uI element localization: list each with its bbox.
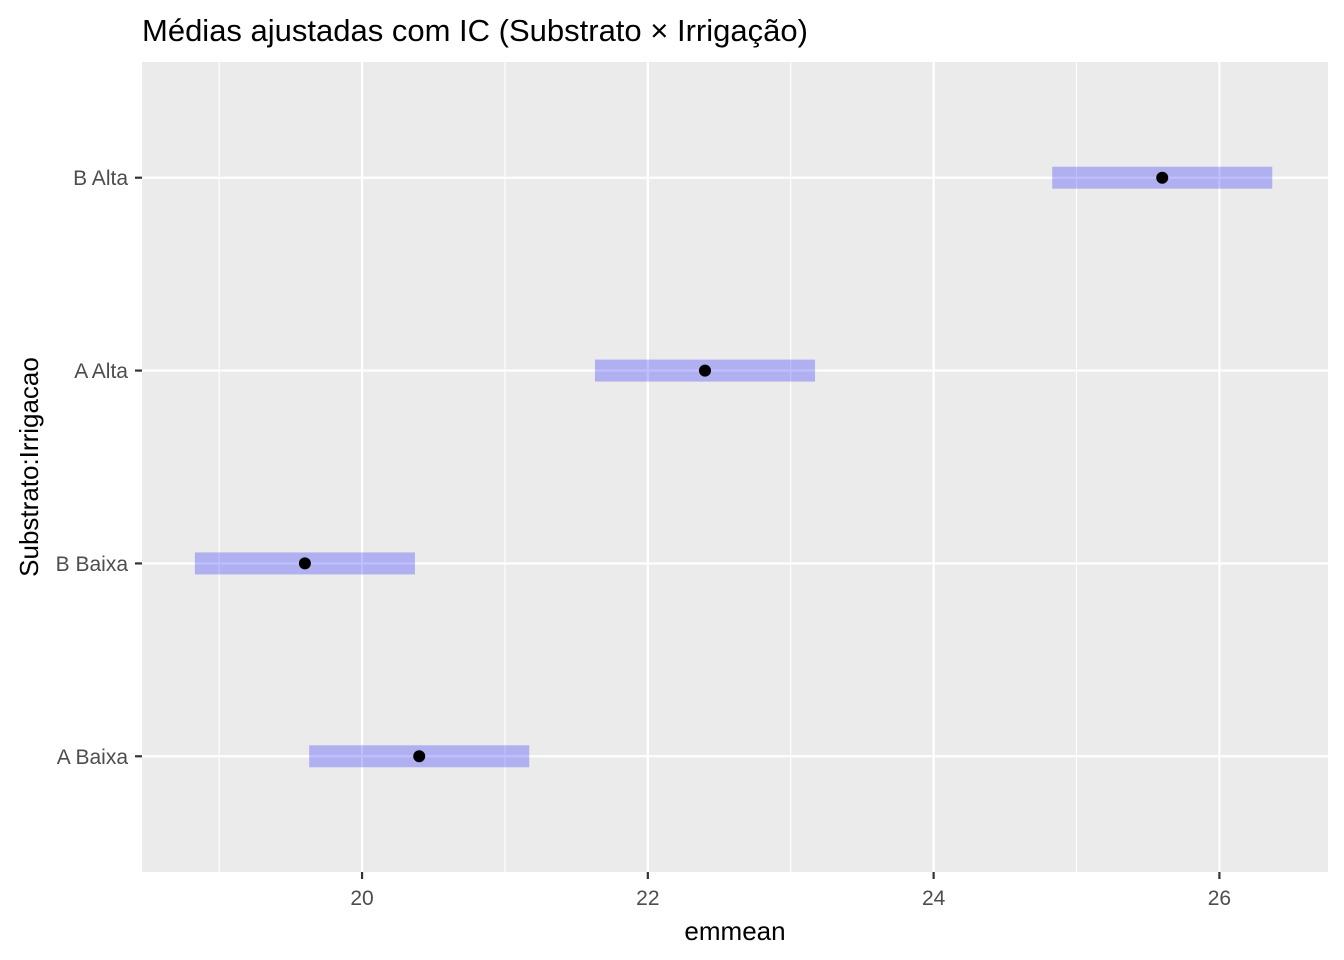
chart-title: Médias ajustadas com IC (Substrato × Irr… — [142, 13, 808, 48]
x-tick-label: 22 — [636, 887, 659, 910]
minor-gridlines — [218, 62, 1078, 872]
emmean-point — [413, 750, 426, 763]
y-tick-label: B Baixa — [56, 553, 129, 576]
emmean-point — [1156, 171, 1169, 184]
y-tick-label: A Baixa — [57, 746, 129, 769]
y-tick-label: A Alta — [74, 360, 128, 383]
emmean-point — [698, 364, 711, 377]
major-gridlines — [142, 62, 1328, 872]
x-axis-ticks: 20 22 24 26 — [350, 872, 1231, 910]
x-axis-title: emmean — [684, 916, 785, 946]
y-tick-label: B Alta — [73, 167, 128, 190]
x-tick-label: 24 — [922, 887, 946, 910]
plot-panel — [142, 62, 1328, 872]
emmean-points — [298, 171, 1169, 763]
y-axis-title: Substrato:Irrigacao — [14, 357, 44, 577]
x-tick-label: 20 — [350, 887, 373, 910]
x-tick-label: 26 — [1208, 887, 1231, 910]
emmean-point — [298, 557, 311, 570]
y-axis-ticks: A Baixa B Baixa A Alta B Alta — [56, 167, 142, 769]
